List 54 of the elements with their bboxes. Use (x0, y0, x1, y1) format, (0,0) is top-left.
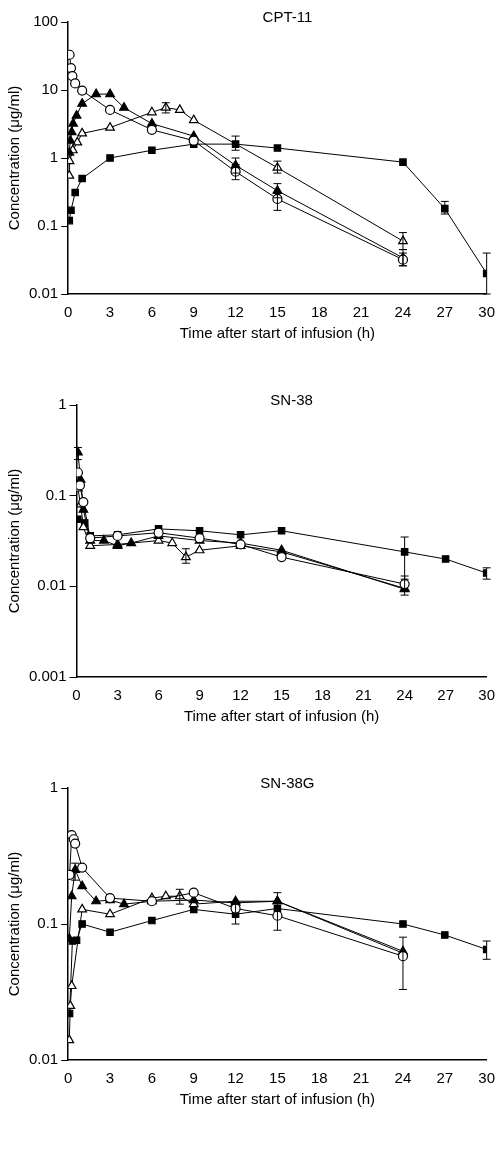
x-tick-label: 18 (310, 303, 328, 321)
x-tick-label: 6 (154, 686, 163, 704)
x-axis-title: Time after start of infusion (h) (179, 324, 376, 342)
x-tick-label: 21 (355, 686, 372, 704)
y-tick-label: 1 (49, 148, 59, 166)
x-tick-label: 3 (113, 686, 122, 704)
x-tick-label: 9 (195, 686, 204, 704)
x-axis-title: Time after start of infusion (h) (183, 707, 380, 725)
y-tick-label: 10 (41, 80, 59, 98)
x-tick-label: 12 (227, 1069, 244, 1087)
chart-title: SN-38 (270, 390, 313, 408)
x-axis-title: Time after start of infusion (h) (179, 1090, 376, 1108)
x-tick-label: 27 (437, 686, 454, 704)
x-tick-label: 0 (64, 303, 73, 321)
x-tick-label: 9 (189, 1069, 198, 1087)
y-tick-label: 0.01 (28, 284, 59, 302)
x-tick-label: 30 (478, 303, 495, 321)
y-tick-label: 1 (58, 395, 67, 413)
x-tick-label: 27 (436, 303, 454, 321)
y-tick-label: 0.1 (37, 216, 59, 234)
x-tick-label: 24 (396, 686, 413, 704)
y-tick-label: 0.001 (28, 667, 67, 685)
x-tick-label: 24 (394, 1069, 412, 1087)
x-tick-label: 21 (352, 1069, 370, 1087)
y-tick-label: 0.01 (37, 576, 67, 594)
x-tick-label: 30 (478, 1069, 495, 1087)
y-tick-label: 0.1 (45, 485, 67, 503)
x-tick-label: 6 (147, 1069, 157, 1087)
x-tick-label: 18 (314, 686, 331, 704)
y-axis-title: Concentration (μg/ml) (5, 85, 23, 231)
x-tick-label: 9 (189, 303, 198, 321)
x-tick-label: 24 (394, 303, 412, 321)
x-tick-label: 21 (352, 303, 370, 321)
x-tick-label: 6 (147, 303, 157, 321)
x-tick-label: 0 (72, 686, 81, 704)
x-tick-label: 15 (269, 1069, 286, 1087)
x-tick-label: 15 (269, 303, 286, 321)
x-tick-label: 0 (64, 1069, 73, 1087)
x-tick-label: 12 (227, 303, 244, 321)
y-tick-label: 0.1 (37, 914, 59, 932)
y-axis-title: Concentration (μg/ml) (5, 468, 23, 614)
y-tick-label: 100 (33, 12, 59, 30)
chart-title: SN-38G (260, 773, 315, 791)
x-tick-label: 15 (273, 686, 290, 704)
y-tick-label: 1 (49, 778, 59, 796)
y-tick-label: 0.01 (28, 1050, 59, 1068)
x-tick-label: 12 (232, 686, 249, 704)
y-axis-title: Concentration (μg/ml) (5, 851, 23, 997)
x-tick-label: 27 (436, 1069, 454, 1087)
x-tick-label: 3 (105, 1069, 115, 1087)
x-tick-label: 3 (105, 303, 115, 321)
chart-title: CPT-11 (262, 7, 313, 25)
x-tick-label: 30 (478, 686, 495, 704)
x-tick-label: 18 (310, 1069, 328, 1087)
